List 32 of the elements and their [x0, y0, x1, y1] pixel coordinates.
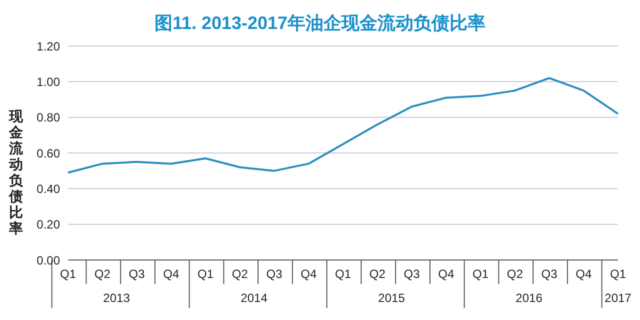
- text: 2015: [378, 291, 406, 305]
- y-tick-label: 1.00: [36, 74, 60, 89]
- x-tick-label: Q4: [438, 267, 454, 281]
- x-tick-label: Q1: [334, 267, 352, 281]
- x-tick-label: Q2: [94, 267, 111, 281]
- x-tick-label: Q2: [232, 267, 248, 281]
- y-axis-title: 现金流动负债比率: [8, 108, 24, 236]
- x-tick-label: Q4: [300, 267, 317, 281]
- x-tick-label: Q3: [266, 267, 283, 281]
- y-tick-label: 0.60: [36, 146, 60, 160]
- line-series: [67, 77, 619, 174]
- chart-title: 图11. 2013-2017年油企现金流动负债比率: [153, 12, 487, 35]
- x-tick-label: Q1: [610, 267, 626, 281]
- x-tick-label: Q3: [128, 267, 146, 281]
- y-tick-label: 0.20: [36, 218, 60, 232]
- y-tick-label: 0.00: [36, 253, 60, 268]
- x-tick-label: Q4: [576, 267, 592, 281]
- x-tick-label: Q3: [404, 267, 420, 281]
- y-tick-label: 1.20: [36, 39, 60, 54]
- x-tick-label: Q2: [506, 267, 524, 281]
- text: 2017: [604, 291, 632, 305]
- x-tick-label: Q4: [163, 267, 180, 281]
- x-tick-label: Q1: [472, 267, 489, 281]
- y-tick-label: 0.80: [36, 110, 60, 125]
- text: 2014: [240, 291, 268, 305]
- x-tick-label: Q1: [197, 267, 214, 281]
- x-tick-label: Q3: [541, 267, 558, 281]
- text: 2013: [103, 291, 130, 305]
- x-tick-label: Q1: [60, 267, 76, 281]
- x-tick-label: Q2: [369, 267, 386, 281]
- text: 2016: [516, 291, 543, 305]
- y-tick-label: 0.40: [36, 182, 60, 196]
